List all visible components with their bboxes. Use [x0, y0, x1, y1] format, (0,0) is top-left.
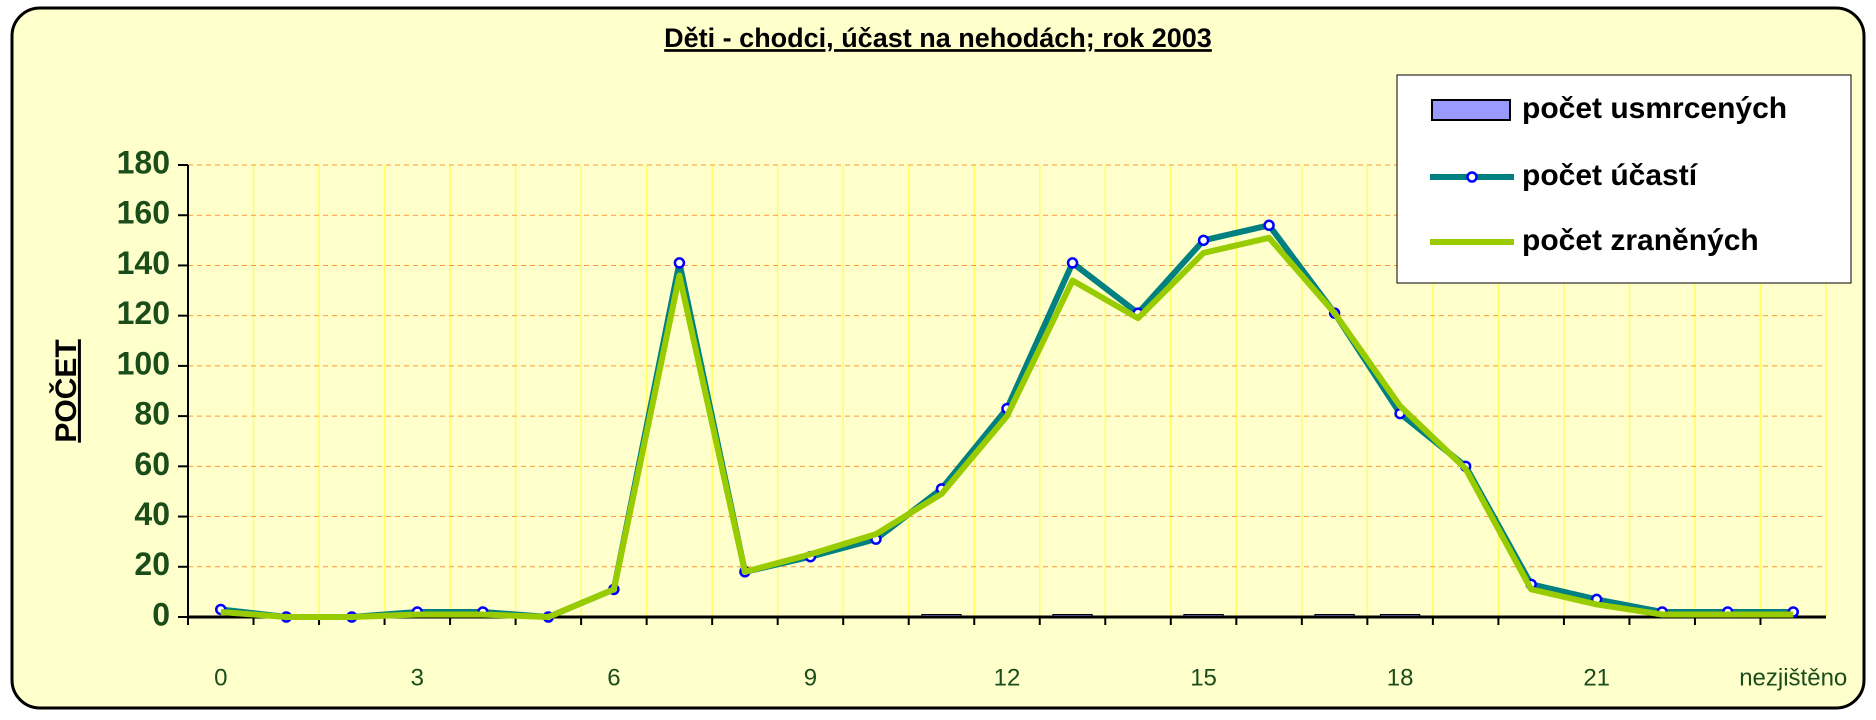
marker	[1197, 234, 1210, 247]
y-axis-label: POČET	[49, 339, 83, 442]
y-tick-label: 80	[134, 396, 170, 432]
y-tick-label: 140	[117, 245, 170, 281]
y-tick-label: 180	[117, 144, 170, 180]
x-tick-label: 9	[804, 664, 817, 691]
y-tick-label: 160	[117, 195, 170, 231]
marker	[673, 257, 686, 269]
legend-label: počet účastí	[1522, 159, 1699, 192]
y-tick-label: 0	[152, 596, 170, 632]
x-tick-label: nezjištěno	[1739, 664, 1847, 691]
x-tick-label: 12	[994, 664, 1021, 691]
x-tick-label: 0	[214, 664, 227, 691]
x-tick-label: 15	[1190, 664, 1217, 691]
x-tick-label: 21	[1583, 664, 1610, 691]
x-tick-label: 18	[1387, 664, 1414, 691]
legend-swatch	[1431, 99, 1511, 121]
x-tick-label: 6	[607, 664, 620, 691]
y-tick-label: 60	[134, 446, 170, 482]
y-tick-label: 20	[134, 546, 170, 582]
y-tick-label: 40	[134, 496, 170, 532]
legend-label: počet zraněných	[1522, 224, 1759, 257]
legend-label: počet usmrcených	[1522, 92, 1787, 125]
marker	[1066, 257, 1079, 269]
line	[220, 234, 1794, 620]
chart-title: Děti - chodci, účast na nehodách; rok 20…	[664, 23, 1212, 53]
marker	[1263, 219, 1275, 232]
y-tick-label: 100	[117, 345, 170, 381]
legend-marker	[1466, 171, 1478, 183]
y-tick-label: 120	[117, 295, 170, 331]
x-tick-label: 3	[411, 664, 424, 691]
